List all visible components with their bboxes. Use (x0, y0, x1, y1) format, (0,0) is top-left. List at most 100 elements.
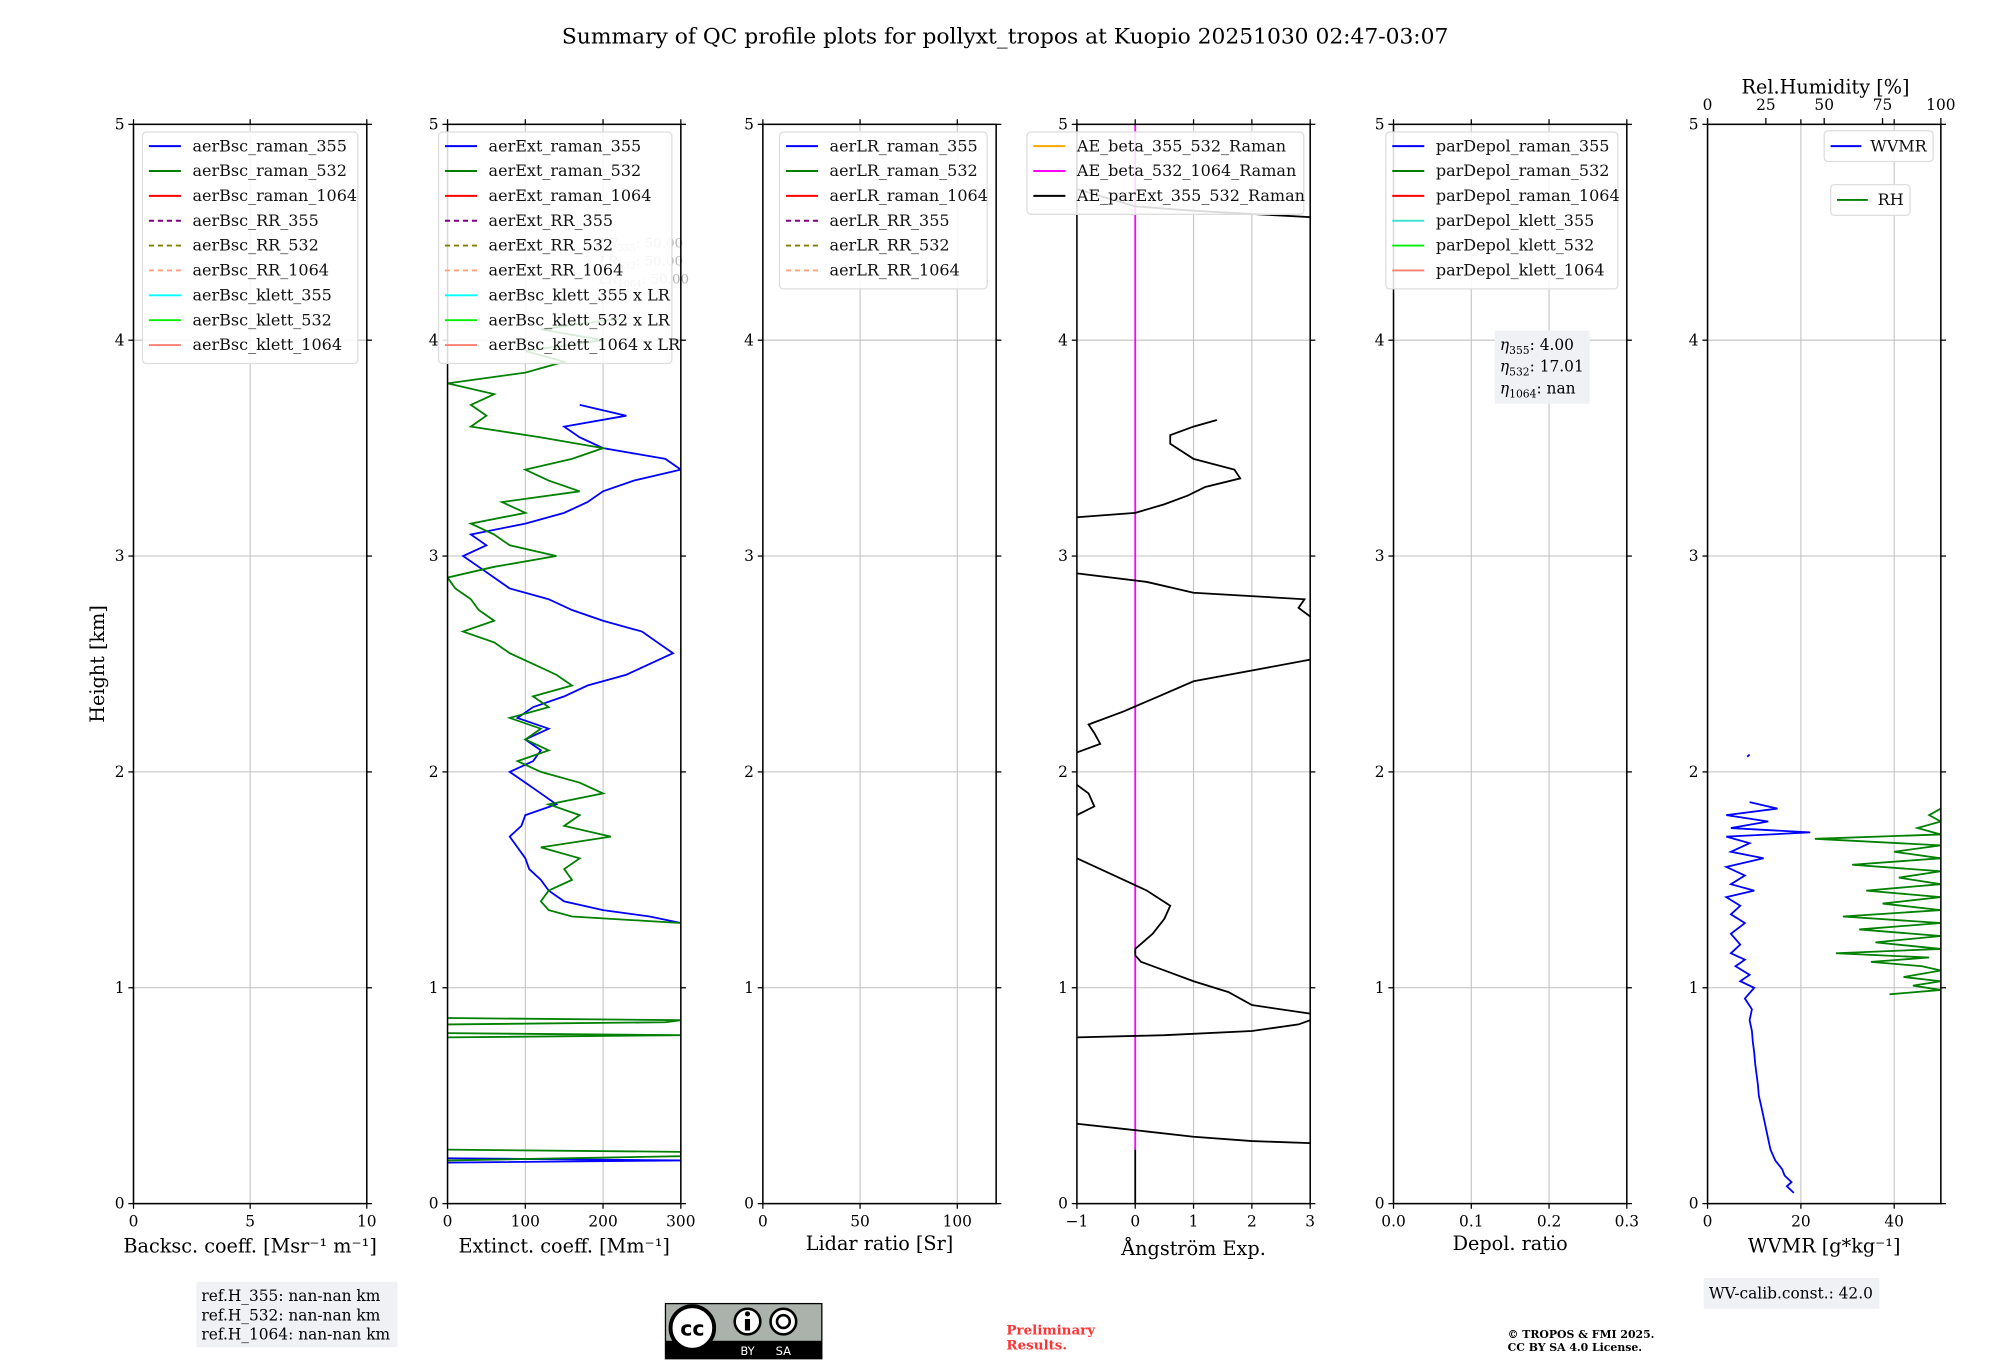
series-line-AE_parExt_355_532_Raman (1076, 419, 1242, 519)
annotation-value: : nan (1536, 380, 1575, 398)
legend-item[interactable]: aerExt_RR_1064 (444, 261, 623, 280)
legend-item[interactable]: aerBsc_RR_1064 (148, 261, 329, 280)
y-tick-label: 3 (744, 547, 754, 565)
y-tick-label: 0 (115, 1195, 125, 1213)
legend-label: aerBsc_raman_1064 (192, 186, 357, 205)
legend-item[interactable]: parDepol_klett_532 (1392, 236, 1594, 255)
legend-label: aerBsc_klett_1064 (192, 335, 342, 354)
x-axis-label: Depol. ratio (1453, 1232, 1568, 1255)
y-tick-label: 5 (1375, 115, 1385, 133)
legend-label: aerLR_RR_532 (830, 236, 950, 255)
series-line-AE_parExt_355_532_Raman (1076, 1019, 1311, 1039)
y-tick-label: 2 (429, 763, 439, 781)
legend-item[interactable]: parDepol_raman_355 (1392, 136, 1609, 155)
annotation-prefix: η (1500, 358, 1510, 376)
x-tick-label: 0 (129, 1213, 139, 1231)
legend-label: aerBsc_raman_532 (192, 161, 346, 180)
series-line-aerExt_raman_355 (461, 404, 681, 924)
wv-calib-const: WV-calib.const.: 42.0 (1709, 1284, 1873, 1302)
legend-label: aerLR_raman_532 (830, 161, 978, 180)
legend-label: aerBsc_RR_1064 (192, 261, 329, 280)
legend-item[interactable]: aerLR_RR_532 (785, 236, 950, 255)
wv-calib-box (1703, 1277, 1880, 1309)
footer: ref.H_355: nan-nan km ref.H_532: nan-nan… (196, 1277, 1880, 1360)
cc-icon (668, 1304, 717, 1352)
copyright: © TROPOS & FMI 2025. (1508, 1328, 1655, 1341)
y-tick-label: 1 (1689, 979, 1699, 997)
legend-item[interactable]: aerBsc_klett_355 x LR (444, 285, 671, 304)
legend-label: AE_parExt_355_532_Raman (1076, 186, 1305, 205)
legend-label: aerBsc_RR_355 (192, 211, 318, 230)
series-line-aerExt_raman_532 (447, 1148, 681, 1162)
legend-wvmr[interactable]: WVMR (1823, 130, 1934, 163)
legend-item[interactable]: aerExt_raman_355 (444, 136, 642, 155)
legend-item[interactable]: aerBsc_klett_532 (148, 310, 332, 329)
legend-item[interactable]: aerBsc_klett_1064 x LR (444, 335, 681, 354)
y-tick-label: 1 (429, 979, 439, 997)
legend-label: aerExt_raman_355 (489, 136, 642, 155)
refh-355: ref.H_355: nan-nan km (201, 1287, 380, 1305)
y-tick-label: 2 (1058, 763, 1068, 781)
legend-item[interactable]: parDepol_raman_532 (1392, 161, 1609, 180)
y-tick-label: 2 (115, 763, 125, 781)
y-tick-label: 0 (1375, 1195, 1385, 1213)
legend-item[interactable]: aerExt_RR_532 (444, 236, 613, 255)
legend-item[interactable]: AE_beta_355_532_Raman (1033, 136, 1286, 155)
legend-item[interactable]: aerExt_raman_1064 (444, 186, 651, 205)
legend-item[interactable]: AE_beta_532_1064_Raman (1033, 161, 1296, 180)
legend-item[interactable]: parDepol_raman_1064 (1392, 186, 1620, 205)
legend-item[interactable]: aerLR_raman_532 (785, 161, 978, 180)
x-axis-label: Backsc. coeff. [Msr⁻¹ m⁻¹] (123, 1234, 377, 1257)
axes-frame (1392, 123, 1628, 1205)
legend-label: aerBsc_raman_355 (192, 136, 346, 155)
legend-item[interactable]: aerBsc_raman_1064 (148, 186, 357, 205)
series-line-AE_parExt_355_532_Raman (1076, 658, 1311, 754)
x-tick-label: 0 (443, 1213, 453, 1231)
y-tick-label: 0 (1058, 1195, 1068, 1213)
legend-item[interactable]: aerLR_raman_355 (785, 136, 978, 155)
legend-item[interactable]: aerLR_RR_1064 (785, 261, 960, 280)
x2-tick-label: 0 (1703, 96, 1713, 114)
series-group (1076, 124, 1311, 1204)
legend: aerBsc_raman_355 aerBsc_raman_532 aerBsc_r… (141, 131, 359, 365)
legend-item[interactable]: aerBsc_klett_355 (148, 285, 332, 304)
x-tick-label: 200 (588, 1213, 617, 1231)
x-tick-label: 10 (357, 1213, 377, 1231)
preliminary-note: Preliminary (1006, 1322, 1096, 1338)
sa-text: SA (776, 1344, 792, 1358)
panel-wv: 0 20 40 0 1 2 3 4 5 WVMR [g*kg⁻¹] 0 25 50 75 100 Rel.Hu… (1689, 76, 1956, 1258)
legend-item[interactable]: aerBsc_klett_1064 (148, 335, 342, 354)
legend-item[interactable]: parDepol_klett_355 (1392, 211, 1594, 230)
x-tick-label: 0 (1703, 1213, 1713, 1231)
legend-item[interactable]: AE_parExt_355_532_Raman (1033, 186, 1305, 205)
legend-label: aerExt_raman_532 (489, 161, 642, 180)
series-line-WVMR (1746, 753, 1751, 758)
legend-label: aerBsc_klett_1064 x LR (489, 335, 681, 354)
x-tick-label: 100 (511, 1213, 540, 1231)
x-tick-label: 300 (666, 1213, 695, 1231)
legend-item[interactable]: aerBsc_RR_355 (148, 211, 319, 230)
axes-frame (762, 123, 997, 1205)
legend-item[interactable]: aerBsc_raman_532 (148, 161, 347, 180)
legend-item[interactable]: aerBsc_klett_532 x LR (444, 310, 671, 329)
axes-frame (1706, 123, 1942, 1205)
legend-rh[interactable]: RH (1829, 183, 1911, 216)
y-tick-label: 2 (1689, 763, 1699, 781)
legend-item[interactable]: aerExt_RR_355 (444, 211, 613, 230)
license: CC BY SA 4.0 License. (1508, 1341, 1642, 1354)
legend-item[interactable]: aerBsc_RR_532 (148, 236, 319, 255)
x-tick-label: 0 (1130, 1213, 1140, 1231)
x-axis-label: Extinct. coeff. [Mm⁻¹] (458, 1234, 669, 1257)
y-tick-label: 3 (1375, 547, 1385, 565)
legend-item[interactable]: aerExt_raman_532 (444, 161, 642, 180)
x-tick-label: 20 (1791, 1213, 1811, 1231)
x-tick-label: 3 (1305, 1213, 1315, 1231)
legend-item[interactable]: parDepol_klett_1064 (1392, 261, 1605, 280)
legend: aerExt_raman_355 aerExt_raman_532 aerExt_r… (437, 131, 681, 365)
legend-item[interactable]: aerBsc_raman_355 (148, 136, 347, 155)
legend-item[interactable]: aerLR_raman_1064 (785, 186, 988, 205)
legend-label: parDepol_raman_532 (1436, 161, 1610, 180)
legend-item[interactable]: aerLR_RR_355 (785, 211, 950, 230)
